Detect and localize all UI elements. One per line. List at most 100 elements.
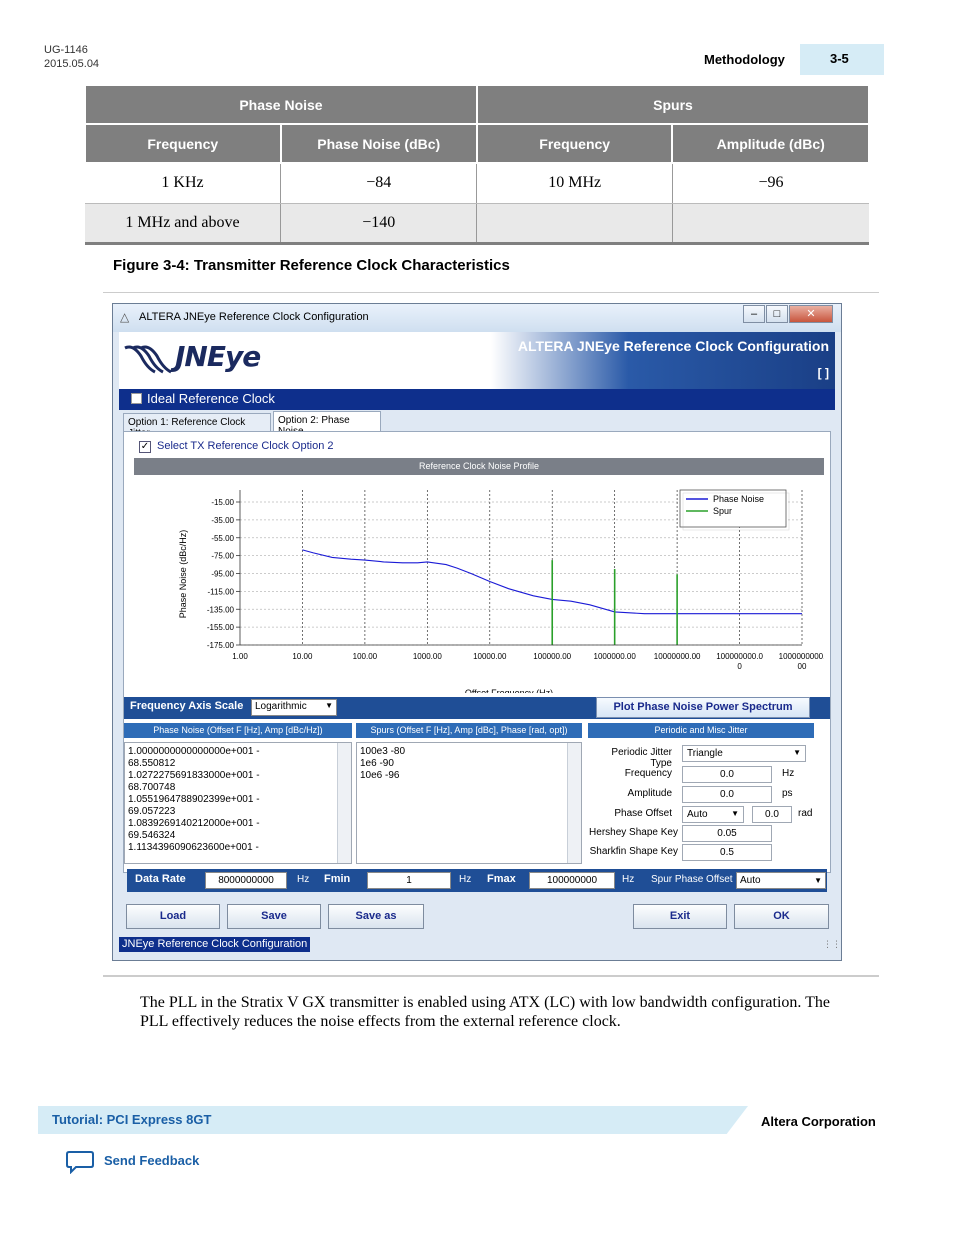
- legend-box: [679, 489, 787, 528]
- chart-legend: Phase Noise Spur: [679, 489, 790, 531]
- y-tick-label: -115.00: [207, 587, 234, 596]
- status-label: JNEye Reference Clock Configuration: [119, 937, 311, 952]
- body-paragraph: The PLL in the Stratix V GX transmitter …: [140, 994, 830, 1030]
- rate-bar: Data Rate 8000000000 Hz Fmin 1 Hz Fmax 1…: [127, 869, 827, 892]
- doc-number: UG-1146: [44, 44, 88, 56]
- table-cell: −84: [280, 163, 478, 204]
- maximize-icon[interactable]: □: [766, 305, 788, 323]
- jitter-frequency-input[interactable]: 0.0: [682, 766, 772, 783]
- x-axis-label: Offset Frequency (Hz): [465, 688, 553, 693]
- footer-company: Altera Corporation: [761, 1114, 876, 1129]
- col-header: Phase Noise (dBc): [279, 123, 478, 164]
- sharkfin-input[interactable]: 0.5: [682, 844, 772, 861]
- exit-button[interactable]: Exit: [633, 904, 727, 929]
- x-tick-label: 100000.00: [533, 652, 571, 661]
- figure-caption: Figure 3-4: Transmitter Reference Clock …: [113, 257, 510, 274]
- y-tick-label: -95.00: [211, 570, 234, 579]
- select-tx-checkbox[interactable]: ✓: [139, 441, 151, 453]
- banner-title: ALTERA JNEye Reference Clock Configurati…: [517, 338, 829, 354]
- phase-noise-chart: -15.00 -35.00 -55.00 -75.00 -95.00 -115.00 -13…: [178, 489, 824, 693]
- table-cell: −140: [280, 203, 478, 245]
- spur-entry: 1e6 -90: [360, 758, 394, 769]
- jneye-logo-text: JNEye: [175, 340, 261, 373]
- tab-option-2[interactable]: Option 2: Phase Noise: [273, 411, 381, 437]
- spur-phase-value: Auto: [740, 875, 761, 886]
- fmin-input[interactable]: 1: [367, 872, 451, 889]
- jneye-logo-icon: [124, 345, 172, 374]
- y-tick-label: -75.00: [211, 552, 234, 561]
- y-tick-label: -55.00: [211, 534, 234, 543]
- fmax-input[interactable]: 100000000: [529, 872, 615, 889]
- x-tick-label: 100.00: [353, 652, 378, 661]
- resize-grip-icon[interactable]: ⋮⋮: [823, 940, 841, 950]
- jitter-frequency-label: Frequency: [624, 768, 672, 779]
- save-as-button[interactable]: Save as: [328, 904, 424, 929]
- close-icon[interactable]: ✕: [789, 305, 833, 323]
- sharkfin-label: Sharkfin Shape Key: [589, 846, 678, 857]
- group-header-phase-noise: Phase Noise: [84, 84, 478, 125]
- ideal-clock-checkbox[interactable]: [131, 393, 142, 404]
- jitter-header: Periodic and Misc Jitter: [588, 723, 814, 738]
- phase-noise-entry: 1.1134396090623600e+001 -: [128, 842, 259, 853]
- fmin-unit: Hz: [459, 874, 472, 885]
- send-feedback-link[interactable]: Send Feedback: [104, 1153, 200, 1168]
- jneye-banner: JNEye ALTERA JNEye Reference Clock Confi…: [119, 332, 835, 389]
- fmin-label: Fmin: [324, 873, 351, 885]
- spur-entries: 100e3 -80 1e6 -90 10e6 -96: [360, 746, 578, 782]
- jitter-amplitude-input[interactable]: 0.0: [682, 786, 772, 803]
- spur-phase-select[interactable]: Auto ▼: [736, 872, 826, 889]
- phase-noise-list[interactable]: 1.0000000000000000e+001 -68.550812 1.0272…: [124, 742, 352, 864]
- jitter-panel: Periodic Jitter Type Triangle ▼ Frequenc…: [588, 742, 814, 864]
- ok-button[interactable]: OK: [734, 904, 829, 929]
- y-tick-label: -35.00: [211, 516, 234, 525]
- load-button[interactable]: Load: [126, 904, 220, 929]
- figure-divider: [103, 292, 879, 293]
- col-header: Frequency: [475, 123, 674, 164]
- y-tick-label: -175.00: [207, 641, 235, 650]
- feedback-icon[interactable]: [66, 1150, 94, 1174]
- phase-offset-mode-select[interactable]: Auto ▼: [682, 806, 744, 823]
- jitter-type-label: Periodic Jitter Type: [611, 747, 672, 769]
- col-header: Amplitude (dBc): [671, 123, 870, 164]
- chevron-down-icon: ▼: [793, 748, 801, 757]
- table-row: 1 MHz and above −140: [85, 203, 869, 245]
- phase-offset-label: Phase Offset: [614, 808, 672, 819]
- col-header: Frequency: [84, 123, 282, 164]
- phase-noise-entry: 1.0000000000000000e+001 -: [128, 746, 260, 757]
- save-button[interactable]: Save: [227, 904, 321, 929]
- phase-noise-tab-pane: ✓ Select TX Reference Clock Option 2 Ref…: [123, 431, 831, 873]
- footer-doc-title[interactable]: Tutorial: PCI Express 8GT: [52, 1112, 212, 1127]
- jneye-window: △ ALTERA JNEye Reference Clock Configura…: [112, 303, 842, 961]
- chevron-down-icon: ▼: [731, 809, 739, 818]
- freq-axis-select[interactable]: Logarithmic ▼: [251, 699, 337, 716]
- minimize-icon[interactable]: –: [743, 305, 765, 323]
- select-tx-label: Select TX Reference Clock Option 2: [157, 440, 334, 452]
- phase-noise-line: [302, 549, 802, 615]
- legend-label: Spur: [713, 506, 732, 516]
- scrollbar[interactable]: [337, 743, 351, 863]
- phase-noise-entry: 68.700748: [128, 782, 176, 793]
- page-number: 3-5: [800, 44, 884, 75]
- doc-date: 2015.05.04: [44, 58, 100, 70]
- jitter-type-select[interactable]: Triangle ▼: [682, 745, 806, 762]
- legend-shadow: [682, 492, 790, 531]
- spur-entry: 10e6 -96: [360, 770, 400, 781]
- ideal-reference-clock-toggle[interactable]: Ideal Reference Clock: [119, 389, 835, 410]
- plot-spectrum-button[interactable]: Plot Phase Noise Power Spectrum: [596, 697, 810, 718]
- phase-noise-entry: 68.550812: [128, 758, 176, 769]
- doc-id: UG-1146 2015.05.04: [44, 43, 99, 71]
- x-tick-label: 10.00: [292, 652, 313, 661]
- tab-option-1[interactable]: Option 1: Reference Clock Jitter: [123, 413, 271, 439]
- y-tick-label: -155.00: [207, 623, 235, 632]
- phase-offset-input[interactable]: 0.0: [752, 806, 792, 823]
- phase-offset-mode: Auto: [687, 809, 708, 820]
- table-cell: 1 KHz: [85, 163, 282, 204]
- x-tick-label: 1000.00: [413, 652, 442, 661]
- scrollbar[interactable]: [567, 743, 581, 863]
- spurs-list[interactable]: 100e3 -80 1e6 -90 10e6 -96: [356, 742, 582, 864]
- hershey-input[interactable]: 0.05: [682, 825, 772, 842]
- phase-noise-entry: 69.057223: [128, 806, 176, 817]
- chevron-down-icon: ▼: [325, 701, 333, 710]
- data-rate-input[interactable]: 8000000000: [205, 872, 287, 889]
- window-titlebar: △ ALTERA JNEye Reference Clock Configura…: [113, 304, 841, 332]
